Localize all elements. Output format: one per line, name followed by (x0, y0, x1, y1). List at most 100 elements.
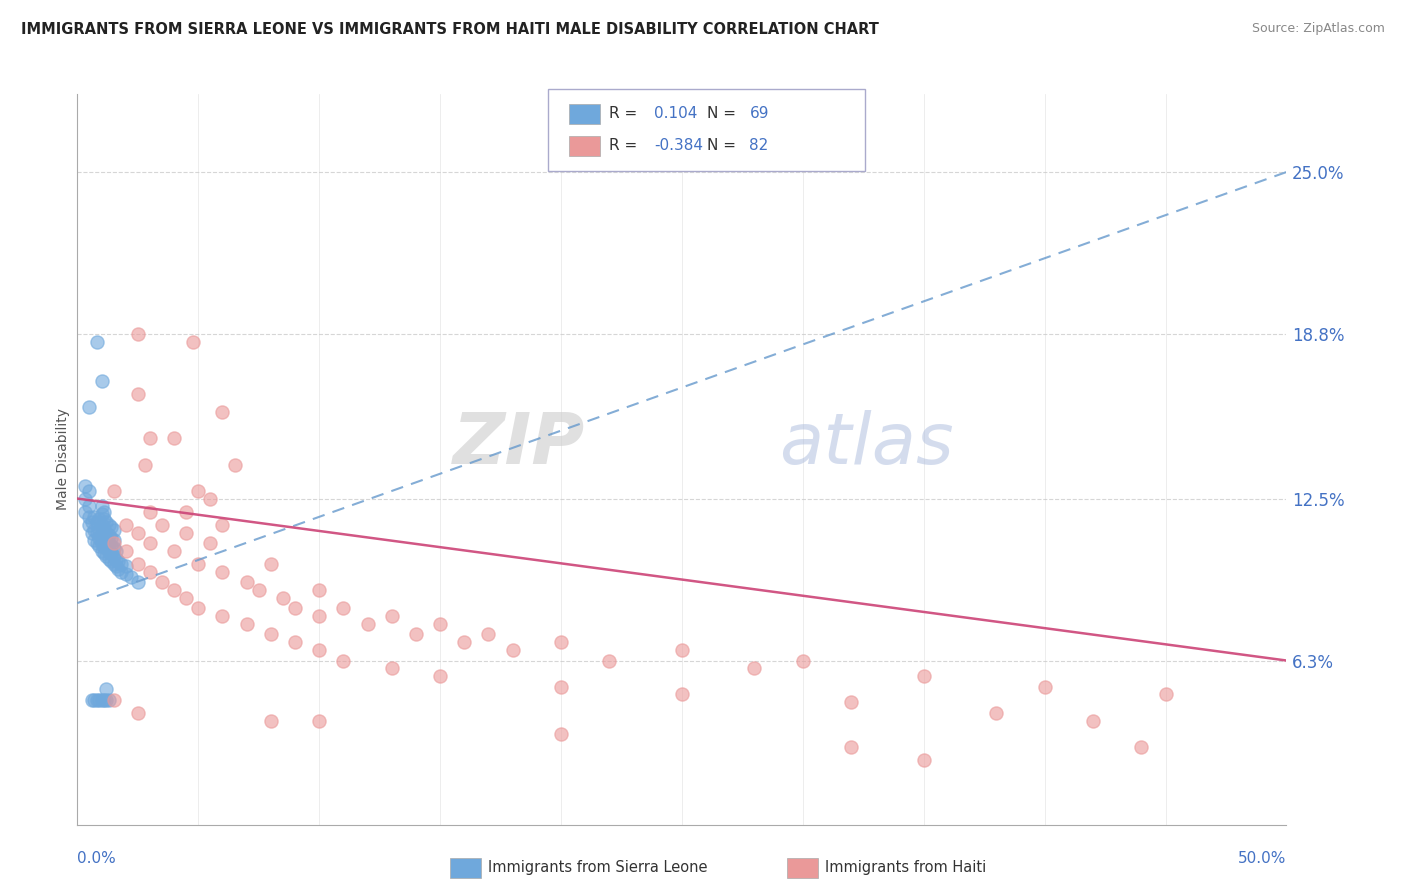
Point (381, 609, 404, 624)
Point (97, 536, 120, 550)
Point (224, 458, 246, 472)
Point (80, 525, 103, 540)
Point (86, 334, 108, 349)
Point (235, 617, 257, 632)
Point (100, 520, 122, 534)
Point (93, 539, 115, 553)
Point (308, 582, 330, 597)
Point (127, 326, 149, 341)
Text: atlas: atlas (779, 410, 953, 479)
Point (260, 557, 283, 571)
Point (93, 505, 115, 519)
Point (114, 559, 136, 574)
Point (86, 525, 108, 540)
Point (235, 575, 257, 590)
Point (127, 387, 149, 401)
Point (103, 533, 125, 548)
Point (93, 692, 115, 706)
Text: N =: N = (707, 106, 741, 120)
Point (271, 591, 294, 605)
Point (502, 643, 524, 657)
Text: 82: 82 (749, 138, 769, 153)
Point (139, 536, 162, 550)
Point (405, 627, 427, 641)
Point (90, 500, 112, 514)
Point (429, 669, 451, 683)
Text: 50.0%: 50.0% (1239, 851, 1286, 866)
Point (86, 536, 108, 550)
Point (90, 517, 112, 532)
Point (105, 559, 128, 574)
Point (127, 706, 149, 720)
Point (97, 528, 120, 542)
Point (429, 617, 451, 632)
Point (83, 509, 105, 524)
Point (260, 627, 283, 641)
Point (211, 405, 233, 419)
Point (110, 557, 132, 571)
Point (174, 525, 197, 540)
Point (96, 515, 118, 529)
Point (332, 601, 354, 615)
Point (671, 643, 693, 657)
Point (90, 692, 112, 706)
Point (150, 575, 173, 590)
Point (107, 562, 129, 576)
Point (163, 432, 186, 446)
Point (211, 609, 233, 624)
Point (550, 680, 572, 694)
Point (792, 654, 814, 668)
Point (105, 544, 128, 558)
Text: Source: ZipAtlas.com: Source: ZipAtlas.com (1251, 22, 1385, 36)
Point (103, 557, 125, 571)
Point (744, 661, 766, 675)
Point (211, 565, 233, 579)
Point (839, 739, 862, 754)
Point (96, 549, 118, 563)
Point (986, 706, 1008, 720)
Point (912, 669, 935, 683)
Point (139, 505, 162, 519)
Point (93, 523, 115, 537)
Text: 0.104: 0.104 (654, 106, 697, 120)
Point (284, 635, 307, 649)
Point (260, 714, 283, 728)
Point (100, 539, 122, 553)
Point (79, 500, 101, 514)
Point (97, 692, 120, 706)
Point (87, 512, 110, 526)
Y-axis label: Male Disability: Male Disability (56, 409, 70, 510)
Point (127, 525, 149, 540)
Point (200, 536, 222, 550)
Point (477, 627, 499, 641)
Point (100, 546, 122, 560)
Point (114, 517, 136, 532)
Point (79, 483, 101, 498)
Point (83, 533, 105, 548)
Point (103, 483, 125, 498)
Point (550, 635, 572, 649)
Point (1033, 680, 1056, 694)
Point (163, 544, 186, 558)
Point (83, 523, 105, 537)
Point (187, 483, 209, 498)
Point (187, 557, 209, 571)
Point (79, 517, 101, 532)
Point (96, 525, 118, 540)
Point (453, 635, 475, 649)
Point (1081, 714, 1104, 728)
Point (107, 554, 129, 568)
Point (308, 643, 330, 657)
Point (79, 509, 101, 524)
Point (381, 661, 404, 675)
Point (96, 692, 118, 706)
Point (127, 557, 149, 571)
Point (96, 533, 118, 548)
Point (79, 400, 101, 414)
Point (598, 654, 620, 668)
Point (284, 601, 307, 615)
Point (1154, 688, 1177, 702)
Point (114, 567, 136, 582)
Point (96, 541, 118, 556)
Point (550, 726, 572, 740)
